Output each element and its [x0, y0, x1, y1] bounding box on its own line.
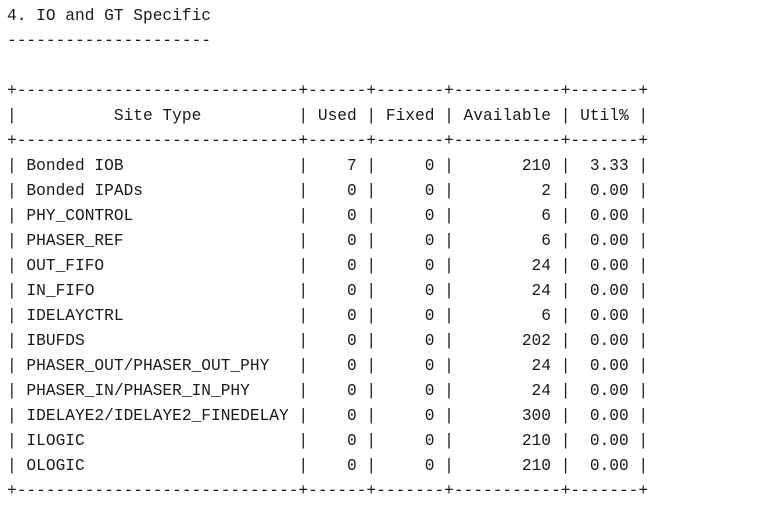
table-row: | OUT_FIFO | 0 | 0 | 24 | 0.00 |	[7, 257, 649, 275]
table-row: | Bonded IPADs | 0 | 0 | 2 | 0.00 |	[7, 182, 649, 200]
table-row: | PHASER_OUT/PHASER_OUT_PHY | 0 | 0 | 24…	[7, 357, 649, 375]
table-row: | PHY_CONTROL | 0 | 0 | 6 | 0.00 |	[7, 207, 649, 225]
heading-underline: ---------------------	[7, 32, 211, 50]
table-row: | IDELAYE2/IDELAYE2_FINEDELAY | 0 | 0 | …	[7, 407, 649, 425]
blank-line	[7, 54, 648, 79]
table-row: | PHASER_REF | 0 | 0 | 6 | 0.00 |	[7, 232, 649, 250]
table-row: | PHASER_IN/PHASER_IN_PHY | 0 | 0 | 24 |…	[7, 382, 649, 400]
table-header-row: | Site Type | Used | Fixed | Available |…	[7, 107, 649, 125]
table-row: | IN_FIFO | 0 | 0 | 24 | 0.00 |	[7, 282, 649, 300]
table-border-bottom: +-----------------------------+------+--…	[7, 482, 649, 500]
section-heading: 4. IO and GT Specific	[7, 7, 211, 25]
utilization-report: 4. IO and GT Specific -------------------…	[7, 4, 648, 504]
table-border-top: +-----------------------------+------+--…	[7, 82, 649, 100]
table-row: | OLOGIC | 0 | 0 | 210 | 0.00 |	[7, 457, 649, 475]
table-row: | Bonded IOB | 7 | 0 | 210 | 3.33 |	[7, 157, 649, 175]
table-row: | ILOGIC | 0 | 0 | 210 | 0.00 |	[7, 432, 649, 450]
table-row: | IBUFDS | 0 | 0 | 202 | 0.00 |	[7, 332, 649, 350]
table-row: | IDELAYCTRL | 0 | 0 | 6 | 0.00 |	[7, 307, 649, 325]
table-border-header: +-----------------------------+------+--…	[7, 132, 649, 150]
